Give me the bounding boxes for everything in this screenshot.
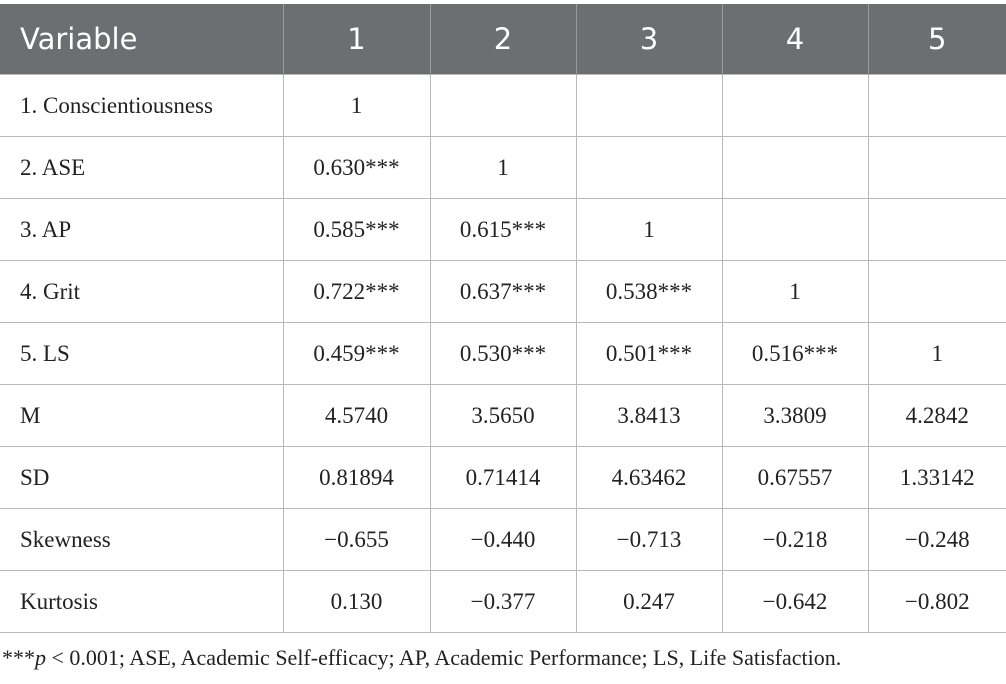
table-row: 3. AP 0.585*** 0.615*** 1: [0, 198, 1006, 261]
table-cell: 3.8413: [575, 384, 723, 447]
row-label: Skewness: [0, 508, 284, 571]
footnote-text: < 0.001; ASE, Academic Self-efficacy; AP…: [46, 645, 842, 670]
empty-cell: [867, 260, 1006, 323]
row-label: Kurtosis: [0, 570, 284, 633]
table-cell: 1: [721, 260, 869, 323]
table-cell: 1: [282, 74, 431, 137]
table-cell: 0.130: [282, 570, 431, 633]
table-cell: −0.377: [429, 570, 577, 633]
table-cell: −0.713: [575, 508, 723, 571]
table-cell: 0.615***: [429, 198, 577, 261]
table-cell: 0.530***: [429, 322, 577, 385]
table-cell: 0.538***: [575, 260, 723, 323]
table-cell: 4.2842: [867, 384, 1006, 447]
table-row: 5. LS 0.459*** 0.530*** 0.501*** 0.516*** 1: [0, 322, 1006, 385]
table-cell: 0.516***: [721, 322, 869, 385]
table-cell: 0.630***: [282, 136, 431, 199]
table-cell: 1: [575, 198, 723, 261]
table-cell: 0.722***: [282, 260, 431, 323]
table-cell: −0.440: [429, 508, 577, 571]
header-row: Variable 1 2 3 4 5: [0, 4, 1006, 75]
footnote-prefix: ***: [2, 645, 35, 670]
table-cell: 1: [429, 136, 577, 199]
empty-cell: [721, 74, 869, 137]
row-label: 3. AP: [0, 198, 284, 261]
stats-table: Variable 1 2 3 4 5 1. Conscientiousness 1 2. AS…: [0, 4, 1006, 633]
table-cell: 3.3809: [721, 384, 869, 447]
row-label: 4. Grit: [0, 260, 284, 323]
table-row: Skewness −0.655 −0.440 −0.713 −0.218 −0.248: [0, 508, 1006, 571]
header-cell: 4: [721, 4, 868, 75]
header-cell: 2: [429, 4, 576, 75]
table-row: 4. Grit 0.722*** 0.637*** 0.538*** 1: [0, 260, 1006, 323]
header-cell: 1: [282, 4, 430, 75]
row-label: 2. ASE: [0, 136, 284, 199]
table-cell: 0.501***: [575, 322, 723, 385]
table-body: 1. Conscientiousness 1 2. ASE 0.630*** 1 3. A…: [0, 74, 1006, 633]
table-cell: 0.67557: [721, 446, 869, 509]
table-cell: 0.81894: [282, 446, 431, 509]
empty-cell: [867, 74, 1006, 137]
table-cell: −0.248: [867, 508, 1006, 571]
footnote-italic: p: [35, 645, 46, 670]
table-cell: 0.637***: [429, 260, 577, 323]
footnote: ***p < 0.001; ASE, Academic Self-efficac…: [2, 645, 841, 671]
empty-cell: [867, 198, 1006, 261]
empty-cell: [721, 198, 869, 261]
table-cell: −0.218: [721, 508, 869, 571]
table-cell: −0.642: [721, 570, 869, 633]
table-row: Kurtosis 0.130 −0.377 0.247 −0.642 −0.802: [0, 570, 1006, 633]
row-label: M: [0, 384, 284, 447]
table-cell: 0.71414: [429, 446, 577, 509]
table-cell: 0.585***: [282, 198, 431, 261]
header-cell: 3: [575, 4, 722, 75]
table-cell: −0.655: [282, 508, 431, 571]
table-row: 2. ASE 0.630*** 1: [0, 136, 1006, 199]
empty-cell: [575, 74, 723, 137]
empty-cell: [429, 74, 577, 137]
row-label: SD: [0, 446, 284, 509]
table-row: SD 0.81894 0.71414 4.63462 0.67557 1.33142: [0, 446, 1006, 509]
row-label: 1. Conscientiousness: [0, 74, 284, 137]
table-row: M 4.5740 3.5650 3.8413 3.3809 4.2842: [0, 384, 1006, 447]
empty-cell: [575, 136, 723, 199]
table-cell: 0.247: [575, 570, 723, 633]
table-cell: 3.5650: [429, 384, 577, 447]
table-cell: 4.5740: [282, 384, 431, 447]
empty-cell: [867, 136, 1006, 199]
row-label: 5. LS: [0, 322, 284, 385]
table-cell: −0.802: [867, 570, 1006, 633]
table-cell: 1.33142: [867, 446, 1006, 509]
table-cell: 4.63462: [575, 446, 723, 509]
table-cell: 0.459***: [282, 322, 431, 385]
header-cell: Variable: [0, 4, 283, 75]
table-row: 1. Conscientiousness 1: [0, 74, 1006, 137]
table-cell: 1: [867, 322, 1006, 385]
header-cell: 5: [867, 4, 1006, 75]
empty-cell: [721, 136, 869, 199]
